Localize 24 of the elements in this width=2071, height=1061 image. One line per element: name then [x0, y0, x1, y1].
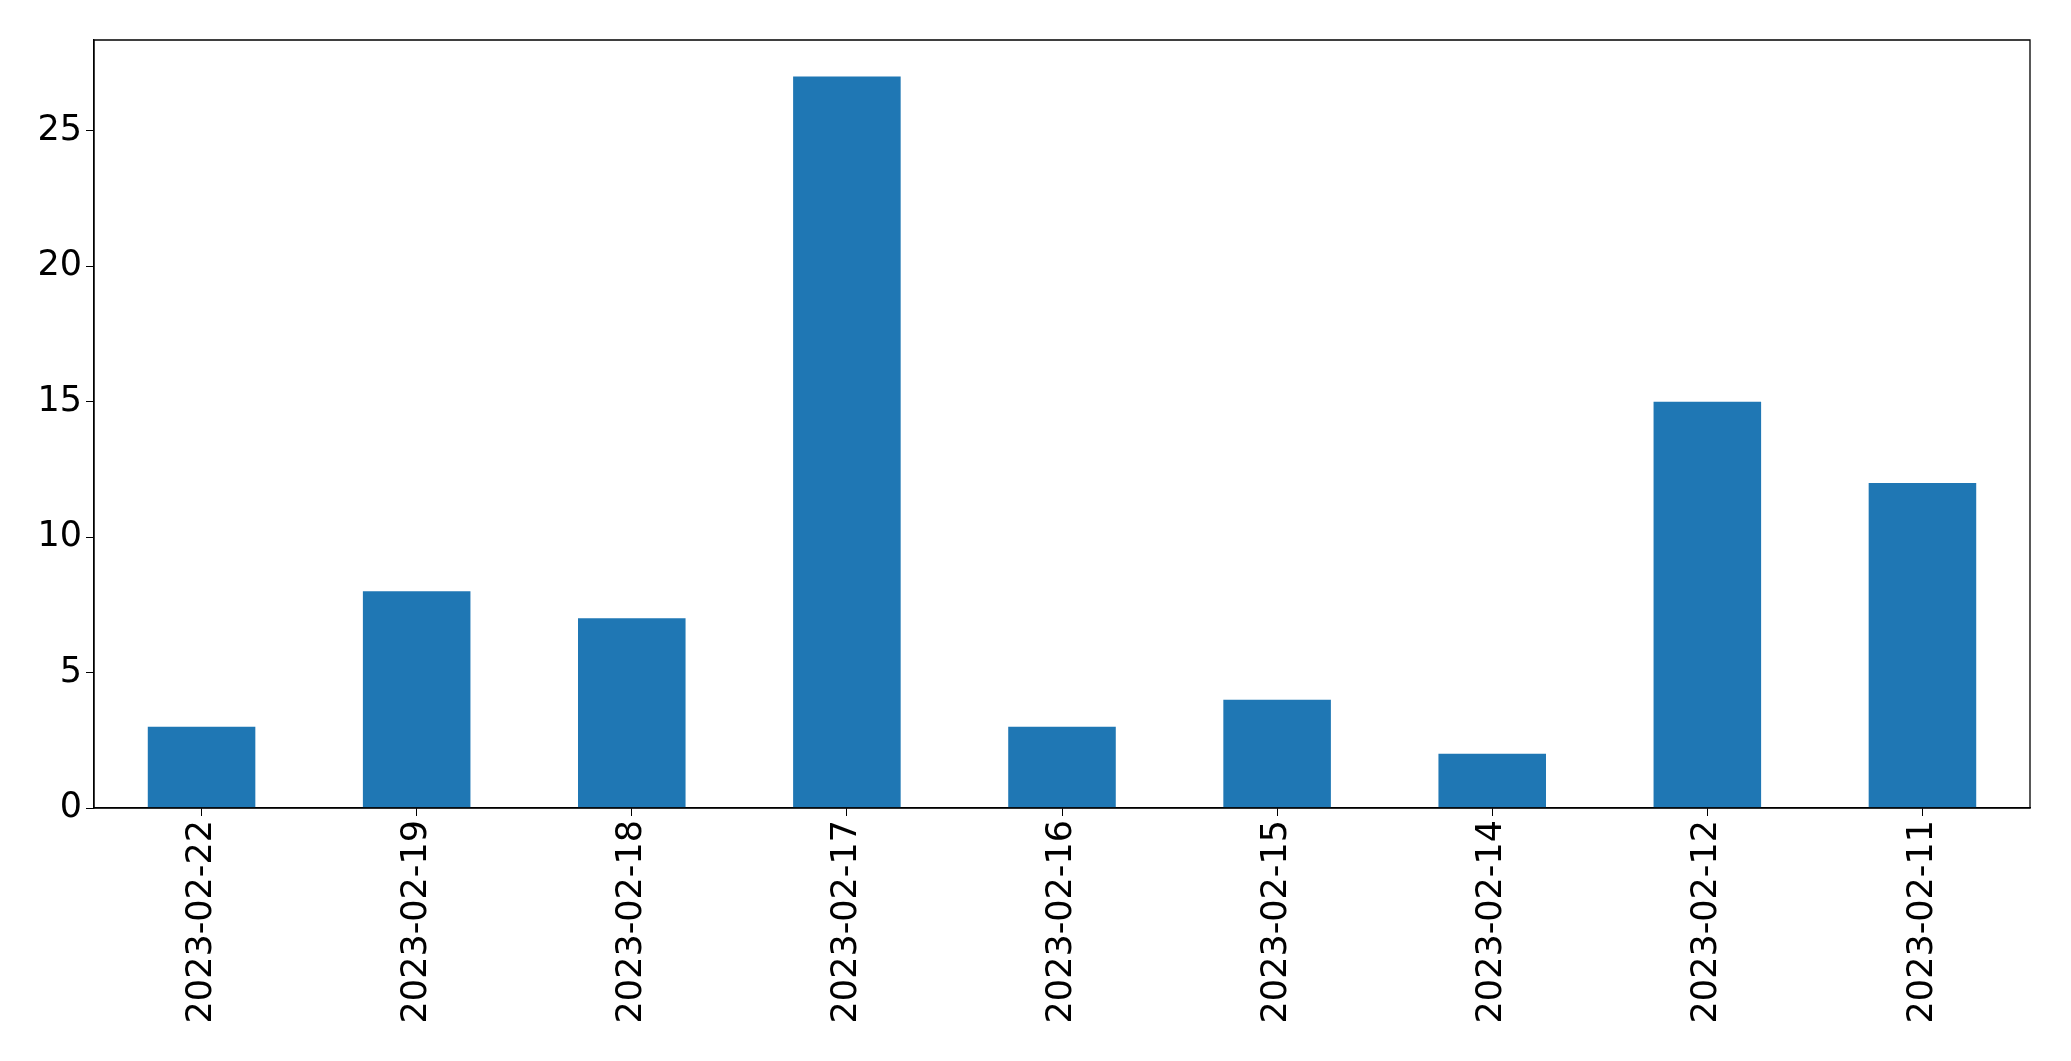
bar: [1653, 401, 1762, 808]
bar: [362, 591, 471, 808]
x-tick-label: 2023-02-15: [1254, 820, 1295, 1024]
y-tick-label: 0: [59, 785, 82, 826]
x-tick-label: 2023-02-22: [178, 820, 219, 1024]
y-tick-label: 20: [37, 243, 82, 284]
y-tick-label: 15: [37, 378, 82, 419]
x-tick-label: 2023-02-16: [1039, 820, 1080, 1024]
y-tick-label: 5: [59, 649, 82, 690]
y-tick-label: 25: [37, 107, 82, 148]
bar: [1008, 726, 1116, 808]
x-tick-label: 2023-02-12: [1684, 820, 1725, 1024]
bar: [1868, 482, 1977, 808]
bar: [147, 726, 256, 808]
x-tick-label: 2023-02-19: [393, 820, 434, 1024]
bar: [1438, 753, 1546, 808]
x-tick-label: 2023-02-17: [823, 820, 864, 1024]
bar: [793, 76, 901, 808]
y-tick-label: 10: [37, 514, 82, 555]
x-tick-label: 2023-02-18: [608, 820, 649, 1024]
x-tick-label: 2023-02-11: [1899, 820, 1940, 1024]
bar: [1223, 699, 1331, 808]
bar: [578, 618, 686, 808]
x-tick-label: 2023-02-14: [1469, 820, 1510, 1024]
